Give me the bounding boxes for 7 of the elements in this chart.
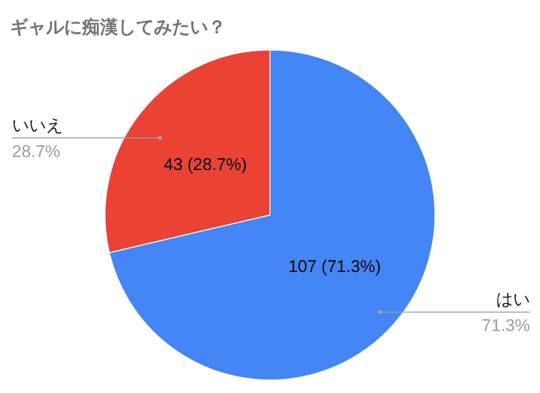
text: 71.3% <box>482 316 530 336</box>
text: 28.7% <box>12 142 60 161</box>
title: ギャルに痴漢してみたい？ <box>10 17 226 37</box>
slice-label: いいえ <box>12 116 63 135</box>
data-label: 43 (28.7%) <box>164 154 247 174</box>
data-label: 107 (71.3%) <box>288 257 381 276</box>
slice-label: はい <box>496 290 530 310</box>
